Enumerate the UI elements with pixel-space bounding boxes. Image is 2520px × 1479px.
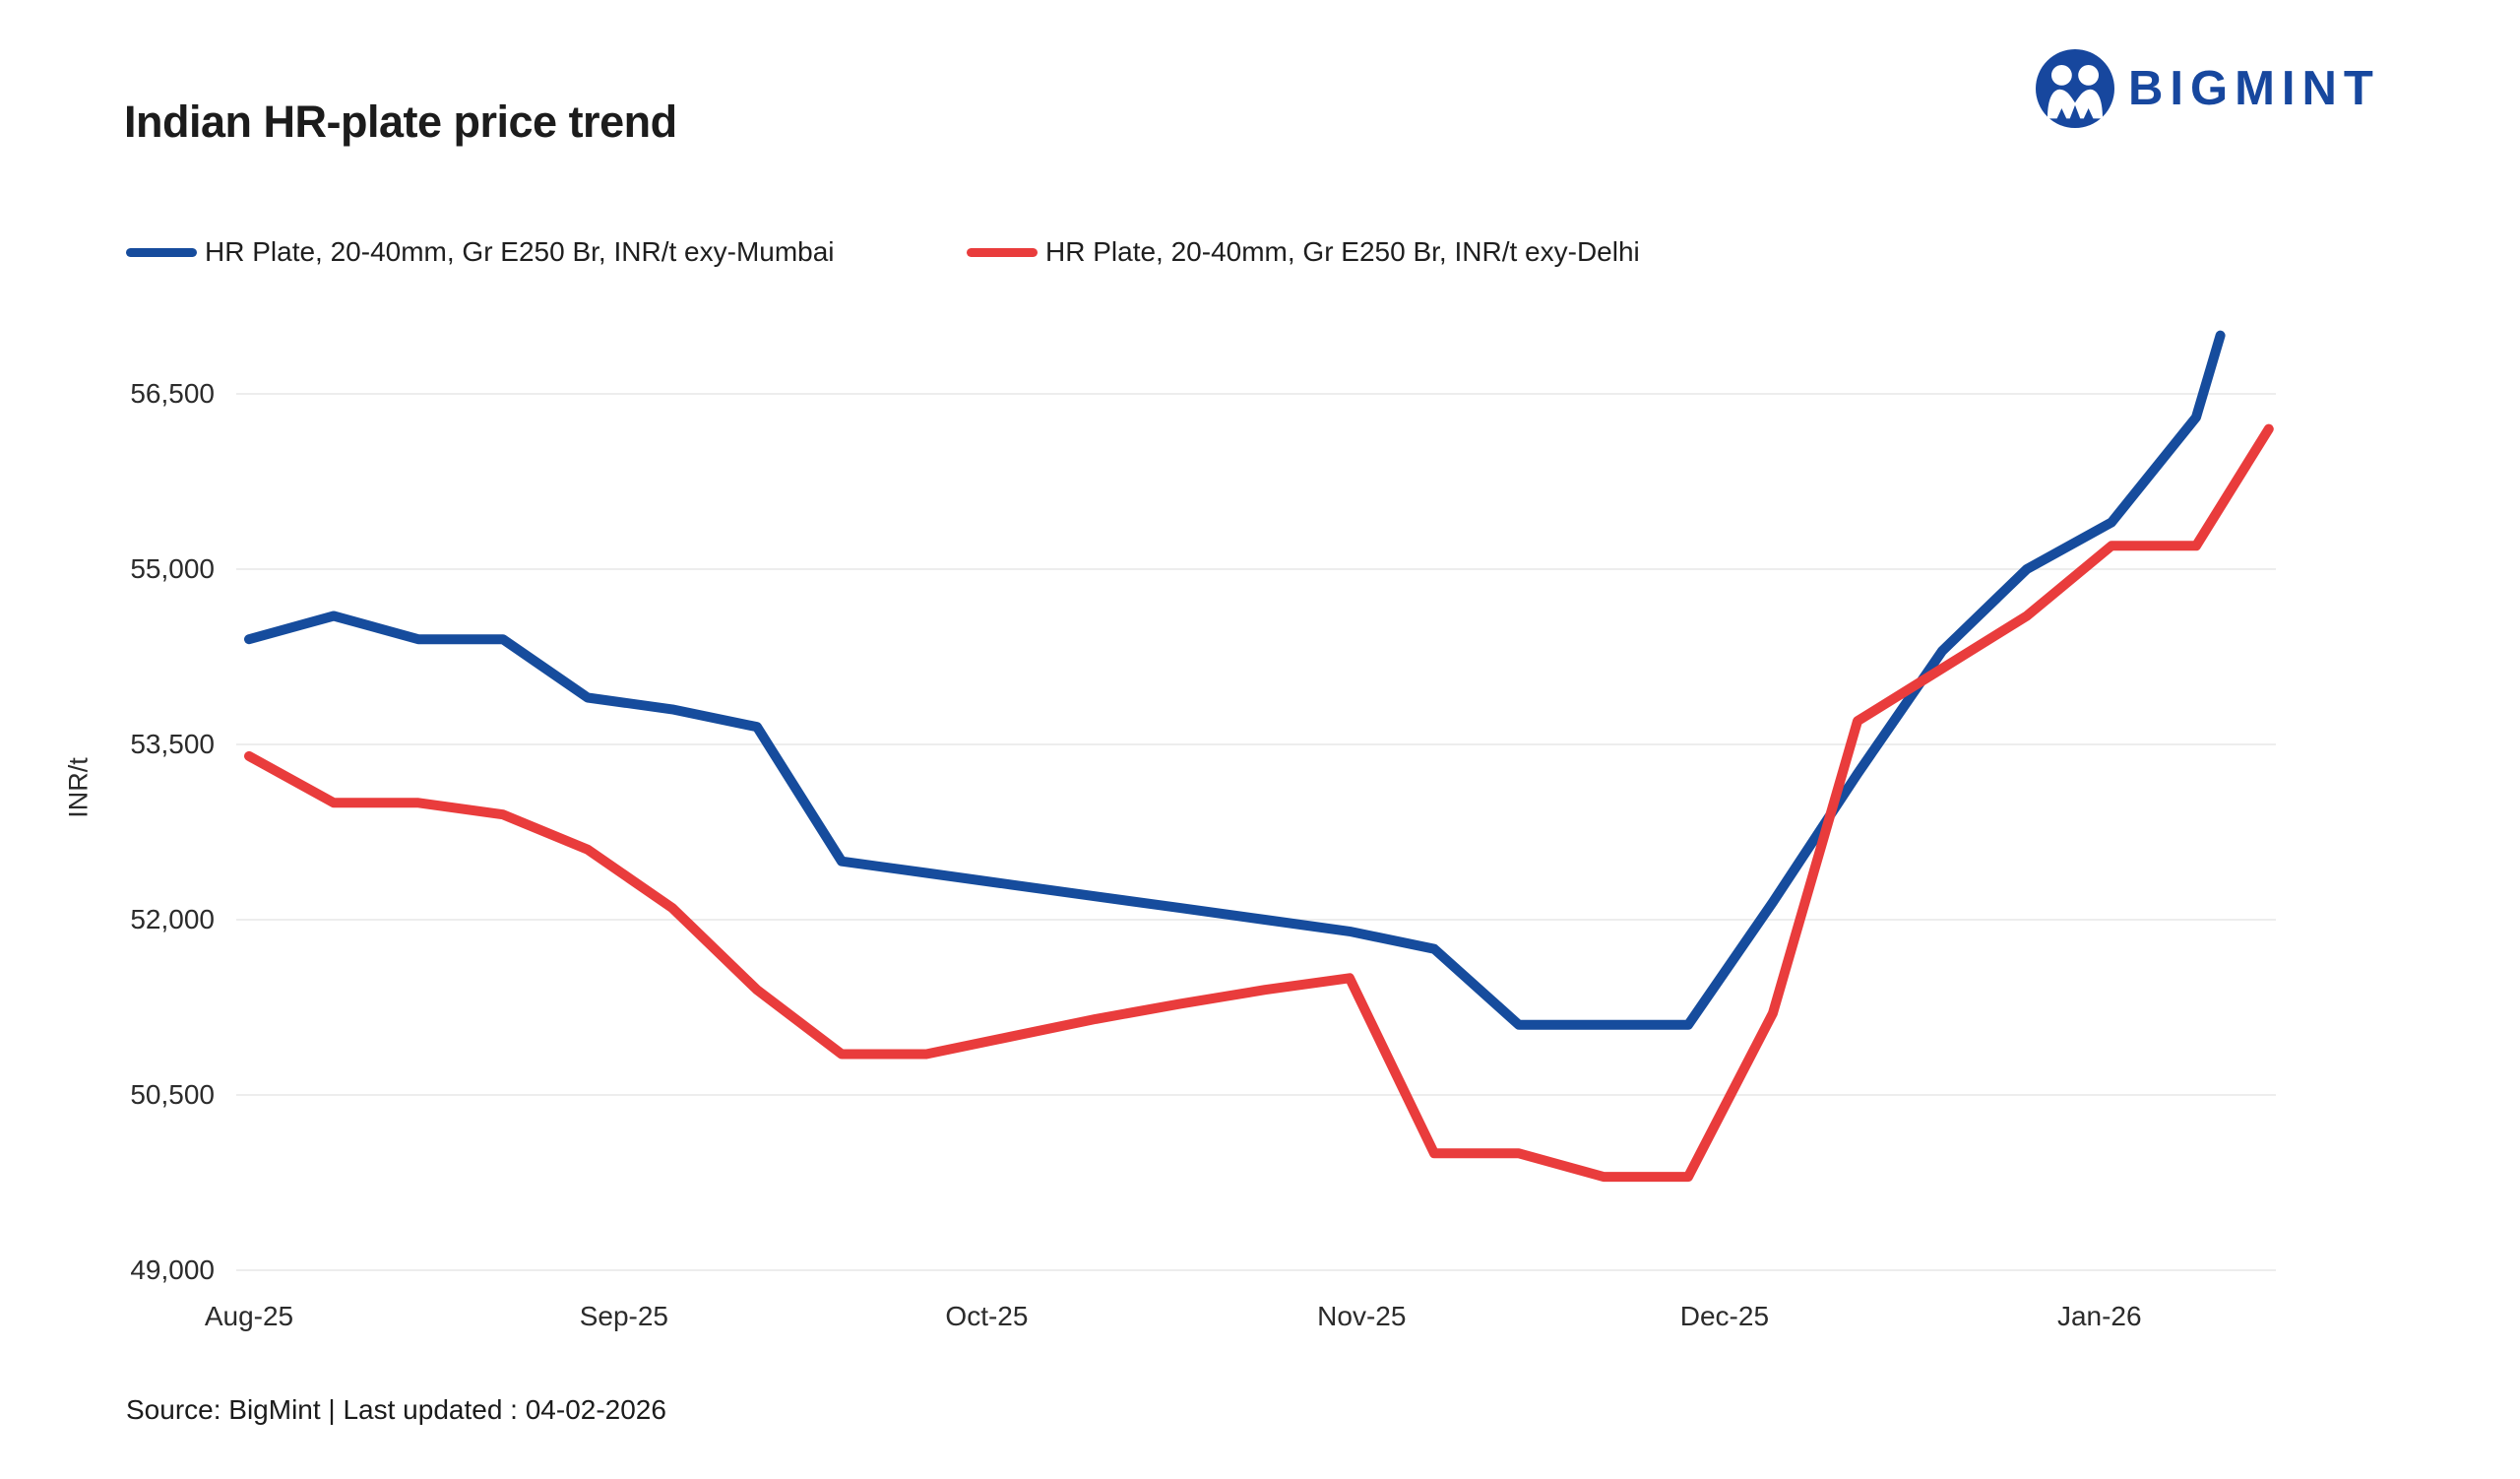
x-tick-label: Aug-25 bbox=[204, 1301, 294, 1331]
legend-label: HR Plate, 20-40mm, Gr E250 Br, INR/t exy… bbox=[205, 236, 835, 267]
x-tick-label: Jan-26 bbox=[2056, 1301, 2142, 1331]
y-tick-label: 53,500 bbox=[130, 729, 215, 759]
chart-legend: HR Plate, 20-40mm, Gr E250 Br, INR/t exy… bbox=[0, 232, 2520, 272]
source-note: Source: BigMint | Last updated : 04-02-2… bbox=[126, 1394, 666, 1425]
bigmint-logo-text: BIGMINT bbox=[2128, 62, 2380, 115]
bigmint-logo-icon bbox=[2036, 49, 2114, 128]
series-line-mumbai bbox=[244, 330, 2226, 1030]
bigmint-logo: BIGMINT bbox=[2036, 49, 2380, 128]
legend-item-mumbai: HR Plate, 20-40mm, Gr E250 Br, INR/t exy… bbox=[126, 232, 835, 272]
y-tick-label: 55,000 bbox=[130, 553, 215, 584]
legend-label: HR Plate, 20-40mm, Gr E250 Br, INR/t exy… bbox=[1045, 236, 1640, 267]
x-tick-label: Nov-25 bbox=[1317, 1301, 1407, 1331]
y-tick-label: 50,500 bbox=[130, 1079, 215, 1110]
legend-swatch bbox=[967, 247, 1038, 257]
x-tick-label: Dec-25 bbox=[1679, 1301, 1770, 1331]
y-tick-label: 52,000 bbox=[130, 904, 215, 934]
series-line-delhi bbox=[244, 423, 2274, 1183]
y-tick-label: 49,000 bbox=[130, 1254, 215, 1285]
y-tick-label: 56,500 bbox=[130, 378, 215, 409]
page-title: Indian HR-plate price trend bbox=[124, 96, 677, 147]
x-tick-label: Sep-25 bbox=[579, 1301, 668, 1331]
legend-swatch bbox=[126, 247, 197, 257]
x-tick-label: Oct-25 bbox=[945, 1301, 1029, 1331]
legend-item-delhi: HR Plate, 20-40mm, Gr E250 Br, INR/t exy… bbox=[967, 232, 1640, 272]
